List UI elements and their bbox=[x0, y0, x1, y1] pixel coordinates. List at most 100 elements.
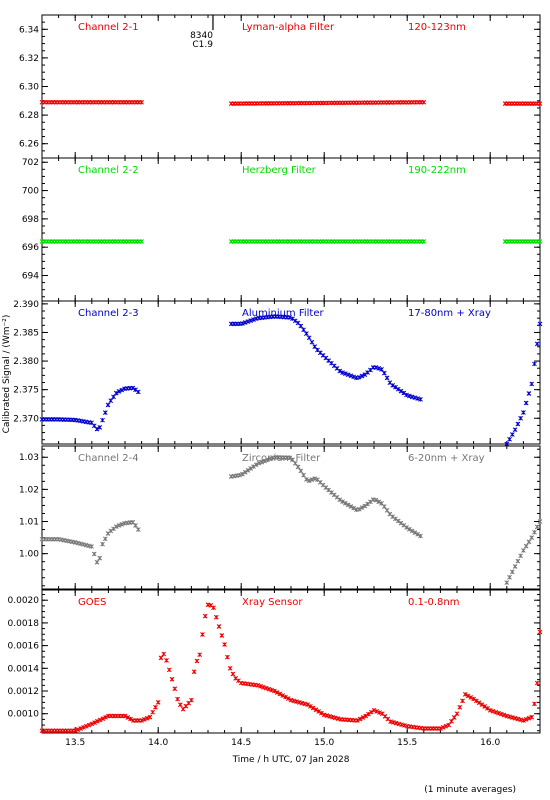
data-point bbox=[266, 686, 272, 692]
data-point bbox=[309, 477, 315, 483]
y-tick-label: 2.380 bbox=[13, 357, 39, 367]
data-point bbox=[100, 716, 106, 721]
data-point bbox=[94, 559, 100, 565]
y-axis-label: Calibrated Signal / (Wm⁻²) bbox=[2, 315, 12, 434]
data-point bbox=[242, 469, 248, 475]
data-point bbox=[150, 709, 156, 715]
data-point bbox=[216, 624, 222, 629]
data-point bbox=[158, 655, 164, 661]
data-point bbox=[384, 375, 390, 381]
data-point bbox=[105, 402, 111, 408]
data-point bbox=[295, 464, 301, 470]
data-point bbox=[122, 713, 128, 719]
data-point bbox=[287, 455, 293, 461]
data-point bbox=[161, 651, 167, 657]
y-tick-label: 6.28 bbox=[19, 111, 39, 121]
data-point bbox=[102, 536, 108, 542]
data-point bbox=[501, 712, 507, 718]
data-point bbox=[89, 544, 94, 549]
data-point bbox=[412, 530, 418, 535]
event-marker-label: 8340 bbox=[190, 31, 213, 41]
data-point bbox=[245, 319, 251, 324]
data-point bbox=[287, 315, 293, 320]
data-point bbox=[177, 702, 183, 708]
data-point bbox=[240, 321, 245, 326]
data-point bbox=[94, 718, 100, 724]
data-point bbox=[507, 574, 512, 580]
data-point bbox=[245, 468, 251, 473]
data-point bbox=[376, 499, 382, 505]
data-point bbox=[421, 99, 427, 105]
y-tick-label: 2.390 bbox=[13, 300, 39, 310]
data-point bbox=[518, 553, 523, 559]
data-point bbox=[304, 331, 309, 336]
data-point bbox=[103, 714, 108, 720]
panel-series bbox=[39, 239, 543, 244]
data-point bbox=[498, 711, 504, 717]
data-point bbox=[189, 697, 194, 703]
panel-4: 1.001.011.021.03 Channel 2-4 Zirconium Fil… bbox=[19, 445, 543, 590]
panel-range-label: 120-123nm bbox=[408, 22, 466, 33]
data-point bbox=[298, 468, 304, 474]
panels-group: 6.26 6.28 6.30 6.32 6.34 Channel 2-1 Lyman-alp… bbox=[8, 14, 543, 748]
data-point bbox=[537, 321, 543, 327]
data-point bbox=[443, 723, 449, 729]
data-point bbox=[373, 365, 379, 370]
x-tick-label: 14.0 bbox=[148, 738, 168, 748]
data-point bbox=[319, 710, 324, 716]
data-point bbox=[166, 667, 172, 673]
data-point bbox=[359, 373, 365, 379]
data-point bbox=[100, 541, 105, 547]
data-point bbox=[262, 458, 267, 464]
x-tick-label: 16.0 bbox=[480, 738, 500, 748]
data-point bbox=[526, 391, 532, 396]
data-point bbox=[454, 711, 460, 717]
data-point bbox=[440, 724, 446, 730]
data-point bbox=[267, 456, 273, 462]
data-point bbox=[259, 459, 265, 465]
data-point bbox=[248, 466, 254, 471]
data-point bbox=[523, 717, 529, 722]
data-point bbox=[116, 523, 122, 528]
data-point bbox=[301, 327, 306, 333]
data-point bbox=[390, 382, 396, 388]
data-point bbox=[532, 701, 537, 707]
data-point bbox=[482, 704, 488, 709]
data-point bbox=[377, 710, 382, 715]
data-point bbox=[172, 686, 178, 692]
y-tick-label: 6.26 bbox=[19, 140, 39, 150]
data-point bbox=[509, 569, 515, 575]
data-point bbox=[225, 654, 230, 660]
data-point bbox=[418, 533, 423, 539]
data-point bbox=[222, 642, 227, 647]
y-tick-label: 0.0010 bbox=[8, 710, 40, 720]
data-point bbox=[251, 317, 256, 322]
data-point bbox=[368, 709, 374, 715]
data-point bbox=[164, 658, 169, 663]
data-point bbox=[360, 715, 366, 720]
data-point bbox=[342, 500, 348, 506]
data-point bbox=[316, 709, 322, 714]
data-point bbox=[255, 682, 261, 688]
data-point bbox=[251, 464, 256, 469]
data-point bbox=[493, 709, 499, 715]
data-point bbox=[351, 505, 357, 511]
data-point bbox=[139, 718, 144, 723]
panel-channel-label: Channel 2-3 bbox=[78, 308, 139, 319]
data-point bbox=[359, 505, 365, 510]
y-tick-label: 696 bbox=[22, 243, 39, 253]
x-tick-label: 13.5 bbox=[65, 738, 85, 748]
data-point bbox=[155, 700, 161, 705]
data-point bbox=[274, 690, 280, 695]
data-point bbox=[479, 702, 485, 707]
data-point bbox=[265, 457, 270, 463]
data-point bbox=[345, 372, 351, 378]
data-point bbox=[534, 341, 540, 347]
data-point bbox=[449, 718, 454, 724]
data-point bbox=[337, 497, 343, 503]
data-point bbox=[310, 705, 316, 711]
data-point bbox=[371, 707, 377, 713]
data-point bbox=[345, 502, 351, 508]
data-point bbox=[97, 425, 103, 430]
